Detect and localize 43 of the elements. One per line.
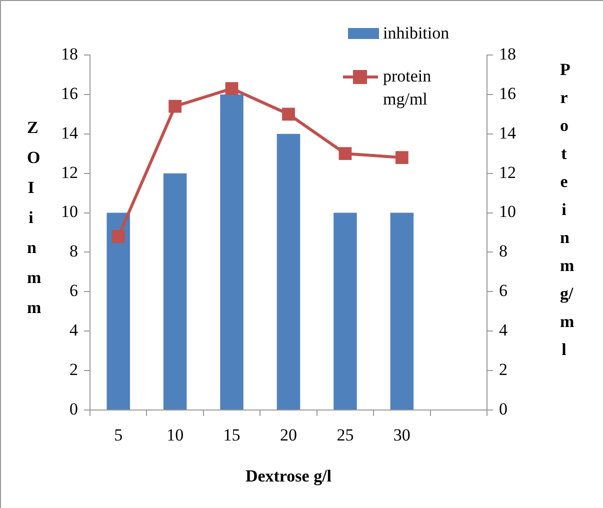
x-tick-label: 5: [114, 426, 123, 445]
y-tick-label: 10: [61, 202, 78, 222]
bar: [163, 173, 187, 410]
bar: [390, 212, 414, 410]
y2-tick-label: 14: [499, 123, 516, 142]
y2-tick-label: 8: [499, 242, 508, 261]
y-tick-label: 14: [61, 123, 78, 142]
x-tick-label: 30: [393, 426, 410, 445]
x-axis-title: Dextrose g/l: [245, 466, 332, 486]
x-tick-label: 10: [166, 426, 184, 445]
x-tick-label: 15: [223, 426, 240, 445]
point: [338, 147, 352, 160]
y2-tick-label: 16: [499, 84, 516, 103]
y2-tick-label: 0: [499, 399, 508, 418]
x-tick-label: 25: [336, 426, 354, 445]
text: Protein mg/ml: [560, 60, 574, 359]
y2-tick-label: 2: [499, 360, 508, 380]
point: [225, 82, 238, 95]
y-axis-title: ZOI in mm: [27, 117, 42, 319]
point: [168, 100, 182, 113]
point: [112, 230, 125, 243]
y-tick-label: 0: [70, 399, 78, 418]
bar: [106, 212, 130, 410]
y2-tick-label: 6: [499, 281, 508, 300]
x-tick-label: 20: [280, 426, 297, 445]
legend-label: inhibition: [383, 23, 450, 42]
y-tick-label: 12: [61, 162, 78, 182]
bar: [334, 212, 357, 410]
y-tick-label: 4: [70, 320, 78, 340]
y2-tick-label: 18: [499, 44, 516, 64]
y2-tick-label: 4: [499, 320, 508, 340]
point: [395, 151, 408, 164]
bar: [220, 94, 244, 410]
bar: [276, 134, 300, 410]
y2-tick-label: 12: [499, 162, 516, 182]
y-tick-label: 8: [70, 242, 78, 261]
legend-label: protein mg/ml: [383, 66, 432, 108]
y2-tick-label: 10: [499, 202, 516, 222]
y-tick-label: 16: [61, 84, 78, 103]
y-tick-label: 18: [61, 44, 78, 64]
y-tick-label: 2: [70, 360, 78, 380]
y-tick-label: 6: [70, 281, 78, 300]
point: [282, 108, 295, 121]
